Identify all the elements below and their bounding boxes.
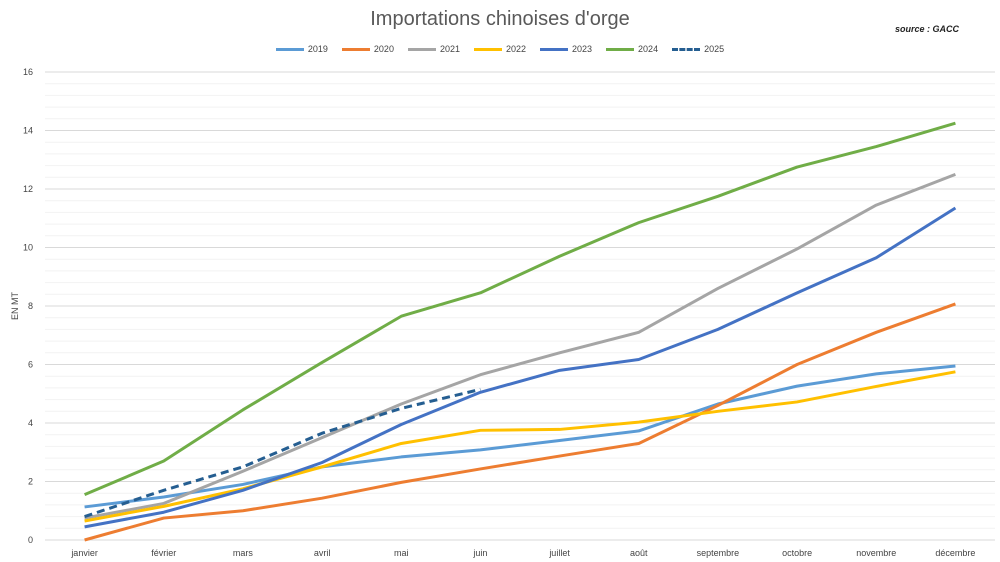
y-tick-label: 2: [28, 477, 33, 487]
y-tick-label: 14: [23, 126, 33, 136]
x-tick-label: décembre: [935, 548, 975, 558]
legend-label: 2022: [505, 44, 527, 54]
x-tick-label: octobre: [782, 548, 812, 558]
legend-label: 2019: [307, 44, 328, 54]
series-line-2025: [84, 387, 481, 519]
legend-item-2024: 2024: [606, 44, 658, 54]
y-tick-label: 12: [23, 184, 33, 194]
chart-title: Importations chinoises d'orge: [370, 8, 630, 30]
legend-label: 2021: [439, 44, 460, 54]
series-line-2020: [84, 302, 956, 542]
y-tick-label: 16: [23, 67, 33, 77]
legend-swatch: [540, 47, 569, 51]
x-tick-label: avril: [314, 548, 331, 558]
y-tick-label: 4: [28, 418, 33, 428]
legend-swatch: [672, 47, 701, 51]
legend-swatch: [606, 47, 635, 51]
x-tick-label: septembre: [697, 548, 740, 558]
series-line-2023: [84, 206, 957, 529]
x-tick-label: juillet: [548, 548, 570, 558]
legend-label: 2024: [638, 44, 659, 54]
series-line-2022: [84, 370, 956, 523]
legend-label: 2023: [572, 44, 593, 54]
x-tick-label: février: [151, 548, 176, 558]
series-line-2019: [84, 364, 956, 509]
legend-swatch: [275, 47, 304, 51]
legend-item-2023: 2023: [540, 44, 592, 54]
legend-label: 2025: [704, 44, 725, 54]
x-tick-label: juin: [472, 548, 487, 558]
x-tick-label: mars: [233, 548, 253, 558]
legend: 2019 2020 2021 2022 2023 2024 2025: [0, 44, 1000, 54]
y-tick-label: 10: [23, 243, 33, 253]
source-note: source : GACC: [895, 24, 960, 34]
x-tick-label: mai: [394, 548, 409, 558]
y-axis-label: EN MT: [10, 292, 20, 321]
legend-item-2020: 2020: [341, 44, 394, 54]
x-tick-label: août: [630, 548, 648, 558]
x-tick-label: janvier: [70, 548, 98, 558]
legend-swatch: [407, 47, 436, 51]
legend-item-2022: 2022: [473, 44, 527, 54]
y-tick-label: 0: [28, 535, 33, 545]
series-line-2024: [83, 121, 956, 497]
legend-label: 2020: [373, 44, 394, 54]
legend-item-2021: 2021: [407, 44, 460, 54]
legend-item-2019: 2019: [275, 44, 328, 54]
y-tick-label: 6: [28, 360, 33, 370]
x-tick-label: novembre: [856, 548, 896, 558]
legend-item-2025: 2025: [672, 44, 724, 54]
y-tick-label: 8: [28, 301, 33, 311]
legend-swatch: [473, 47, 502, 51]
legend-swatch: [341, 47, 370, 51]
series-line-2021: [84, 172, 956, 520]
